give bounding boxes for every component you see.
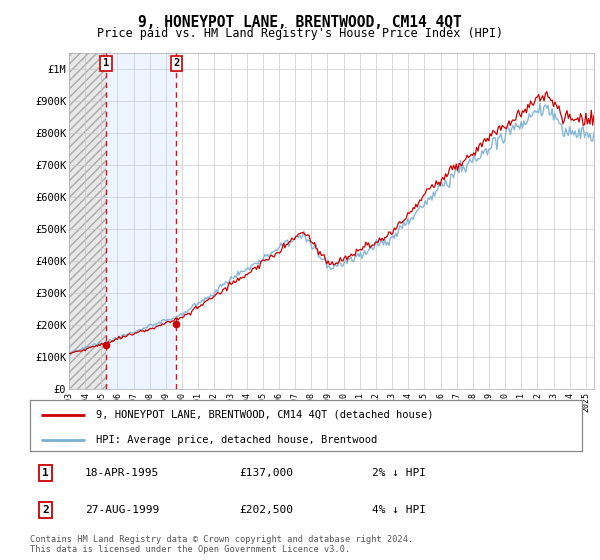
Text: 1: 1 [42,468,49,478]
Bar [69,53,106,389]
Text: 18-APR-1995: 18-APR-1995 [85,468,160,478]
Text: 2: 2 [42,505,49,515]
Bar [106,53,176,389]
Text: £202,500: £202,500 [240,505,294,515]
Text: 27-AUG-1999: 27-AUG-1999 [85,505,160,515]
Text: 1: 1 [103,58,109,68]
Text: 9, HONEYPOT LANE, BRENTWOOD, CM14 4QT (detached house): 9, HONEYPOT LANE, BRENTWOOD, CM14 4QT (d… [96,409,434,419]
Text: HPI: Average price, detached house, Brentwood: HPI: Average price, detached house, Bren… [96,435,377,445]
Text: £137,000: £137,000 [240,468,294,478]
Text: 9, HONEYPOT LANE, BRENTWOOD, CM14 4QT: 9, HONEYPOT LANE, BRENTWOOD, CM14 4QT [138,15,462,30]
Text: Price paid vs. HM Land Registry's House Price Index (HPI): Price paid vs. HM Land Registry's House … [97,27,503,40]
Text: 2: 2 [173,58,179,68]
Text: 2% ↓ HPI: 2% ↓ HPI [372,468,426,478]
Text: Contains HM Land Registry data © Crown copyright and database right 2024.
This d: Contains HM Land Registry data © Crown c… [30,535,413,554]
Text: 4% ↓ HPI: 4% ↓ HPI [372,505,426,515]
